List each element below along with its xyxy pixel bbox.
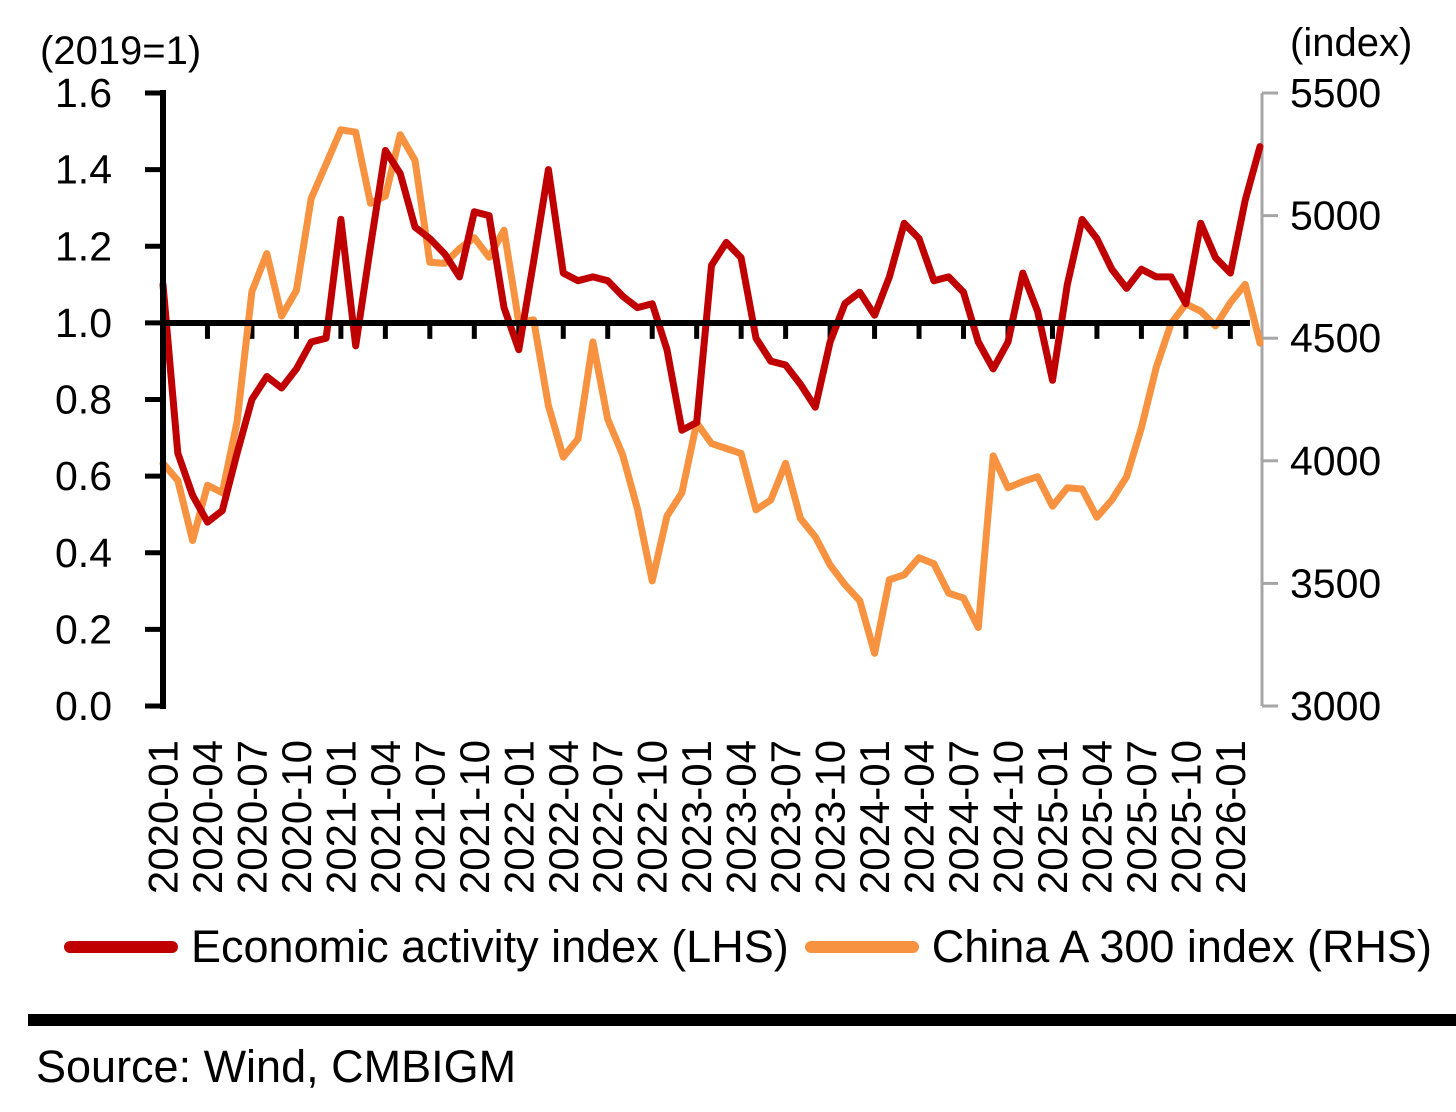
x-axis-tick-label: 2021-07 — [406, 740, 453, 894]
x-axis-tick-label: 2025-07 — [1118, 740, 1165, 894]
right-axis-title: (index) — [1290, 21, 1412, 65]
x-axis-tick-label: 2026-01 — [1207, 740, 1254, 894]
source-text: Source: Wind, CMBIGM — [36, 1041, 517, 1092]
x-axis-tick-label: 2021-04 — [362, 740, 409, 894]
y-axis-tick-label-right: 5000 — [1290, 193, 1381, 239]
x-axis-tick-label: 2021-01 — [317, 740, 364, 894]
x-axis-tick-label: 2021-10 — [451, 740, 498, 894]
x-axis-tick-label: 2023-07 — [762, 740, 809, 894]
legend-swatch-economic-activity-index — [64, 941, 178, 953]
x-axis-tick-label: 2023-10 — [807, 740, 854, 894]
x-axis-tick-label: 2022-01 — [495, 740, 542, 894]
x-axis-tick-label: 2020-01 — [140, 740, 187, 894]
x-axis-tick-label: 2022-04 — [540, 740, 587, 894]
legend: Economic activity index (LHS) China A 30… — [0, 918, 1456, 976]
legend-label-china-a300-index: China A 300 index (RHS) — [931, 921, 1432, 972]
left-axis-ticks: 1.6 1.4 1.2 1.0 0.8 0.6 0.4 0.2 0.0 — [55, 70, 163, 729]
y-axis-tick-label-left: 0.6 — [55, 453, 112, 499]
y-axis-tick-label-left: 1.6 — [55, 70, 112, 116]
x-axis-tick-label: 2022-10 — [629, 740, 676, 894]
left-axis-title: (2019=1) — [40, 29, 201, 73]
y-axis-tick-label-left: 0.2 — [55, 606, 112, 652]
right-axis-ticks: 5500 5000 4500 4000 3500 3000 — [1262, 70, 1381, 729]
y-axis-tick-label-right: 3500 — [1290, 560, 1381, 606]
x-axis-tick-label: 2025-10 — [1162, 740, 1209, 894]
x-axis-tick-label: 2023-04 — [718, 740, 765, 894]
x-axis-tick-label: 2025-01 — [1029, 740, 1076, 894]
dual-axis-line-chart: (2019=1) (index) 5500 5000 4500 4000 3500 300… — [40, 21, 1412, 894]
y-axis-tick-label-left: 0.8 — [55, 377, 112, 423]
x-axis-tick-label: 2020-04 — [184, 740, 231, 894]
x-axis-tick-label: 2024-07 — [940, 740, 987, 894]
y-axis-tick-label-right: 3000 — [1290, 683, 1381, 729]
x-axis-tick-label: 2020-10 — [273, 740, 320, 894]
divider-rule — [28, 1014, 1456, 1026]
x-axis-tick-label: 2025-04 — [1073, 740, 1120, 894]
x-axis-tick-label: 2023-01 — [673, 740, 720, 894]
x-axis-tick-label: 2024-10 — [984, 740, 1031, 894]
x-axis-tick-label: 2024-01 — [851, 740, 898, 894]
series-lines — [159, 126, 1264, 657]
legend-swatch-china-a300-index — [804, 941, 919, 953]
x-axis-tick-label: 2020-07 — [228, 740, 275, 894]
x-axis-tick-label: 2024-04 — [896, 740, 943, 894]
y-axis-tick-label-left: 1.4 — [55, 147, 112, 193]
y-axis-tick-label-left: 0.0 — [55, 683, 112, 729]
y-axis-tick-label-right: 5500 — [1290, 70, 1381, 116]
x-axis-tick-label: 2022-07 — [584, 740, 631, 894]
y-axis-tick-label-left: 0.4 — [55, 530, 112, 576]
x-axis-labels: 2020-012020-042020-072020-102021-012021-… — [140, 740, 1254, 894]
y-axis-tick-label-right: 4000 — [1290, 438, 1381, 484]
legend-label-economic-activity-index: Economic activity index (LHS) — [191, 921, 789, 972]
y-axis-tick-label-left: 1.2 — [55, 223, 112, 269]
series-line-economic-activity-index — [159, 143, 1264, 526]
y-axis-tick-label-left: 1.0 — [55, 300, 112, 346]
series-line-china-a300-index — [159, 126, 1264, 657]
y-axis-tick-label-right: 4500 — [1290, 315, 1381, 361]
